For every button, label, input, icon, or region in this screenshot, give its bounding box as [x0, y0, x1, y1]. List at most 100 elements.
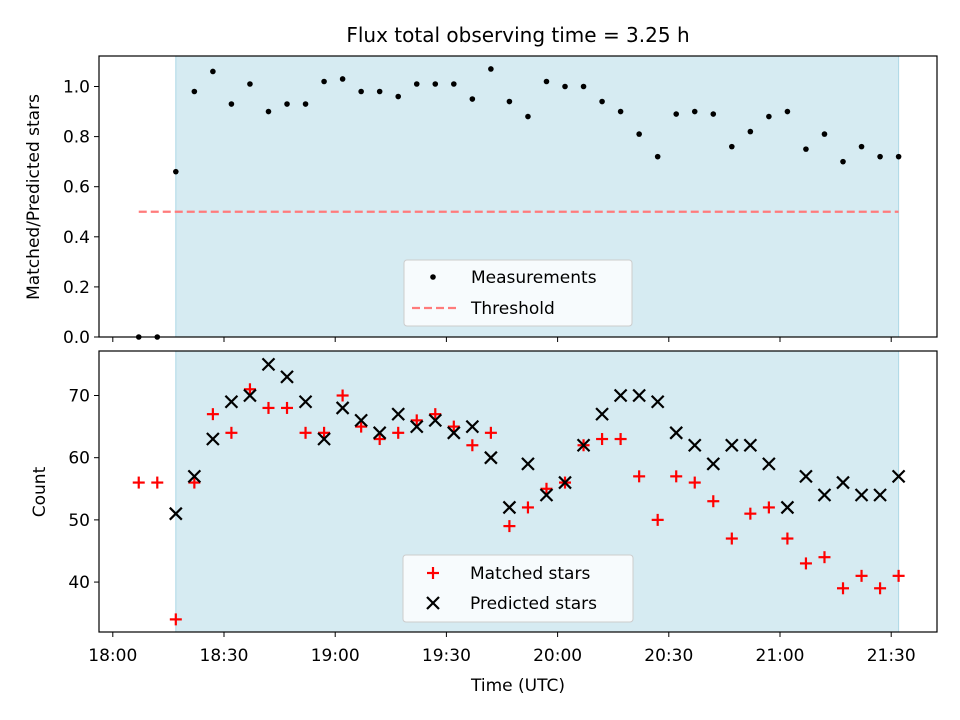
bottom-ytick-label: 60: [68, 449, 90, 469]
predicted-star-point: [502, 500, 517, 515]
top-ytick-label: 0.0: [63, 328, 90, 348]
matched-star-point: [132, 476, 145, 489]
predicted-star-point: [873, 488, 887, 502]
matched-star-point: [744, 507, 757, 520]
measurement-point: [451, 81, 457, 87]
matched-star-point: [299, 426, 312, 439]
measurement-point: [580, 83, 587, 90]
top-ylabel: Matched/Predicted stars: [24, 94, 44, 300]
bottom-xtick-label: 18:30: [200, 646, 249, 666]
matched-star-point: [206, 408, 219, 421]
matched-star-point: [707, 495, 720, 508]
measurement-point: [173, 168, 179, 175]
predicted-star-point: [539, 488, 554, 502]
top-ytick-label: 0.6: [63, 178, 90, 198]
bottom-xlabel: Time (UTC): [470, 676, 565, 696]
top-ytick-label: 0.8: [63, 128, 90, 148]
bottom-marks-layer: [132, 357, 906, 626]
measurement-point: [747, 128, 754, 135]
top-panel: 0.0 0.2 0.4 0.6 0.8 1.0 Flux total observing …: [24, 23, 938, 348]
predicted-star-point: [187, 469, 202, 484]
top-marks-layer: [135, 66, 902, 340]
measurement-point: [543, 78, 550, 85]
legend-threshold-label: Threshold: [470, 299, 555, 319]
measurement-point: [506, 98, 513, 105]
matched-star-point: [670, 470, 683, 483]
matched-star-point: [614, 433, 627, 446]
legend-predicted-label: Predicted stars: [470, 594, 597, 614]
predicted-star-point: [447, 426, 461, 440]
predicted-star-point: [799, 469, 813, 484]
matched-star-point: [596, 433, 609, 446]
measurement-point: [877, 153, 883, 160]
measurement-point: [191, 88, 198, 95]
predicted-star-point: [854, 488, 869, 502]
predicted-star-point: [280, 370, 294, 384]
matched-star-point: [151, 476, 164, 489]
measurement-point: [673, 111, 680, 117]
predicted-star-point: [650, 394, 665, 409]
matched-star-point: [336, 389, 349, 402]
legend-matched-label: Matched stars: [470, 564, 590, 584]
measurement-point: [302, 101, 309, 107]
bottom-xtick-label: 21:00: [756, 646, 805, 666]
predicted-star-point: [743, 438, 758, 453]
bottom-ytick-label: 40: [68, 573, 90, 593]
predicted-star-point: [298, 394, 313, 409]
measurement-point: [729, 143, 735, 150]
predicted-star-point: [317, 432, 331, 446]
matched-star-point: [355, 420, 368, 433]
predicted-star-point: [521, 457, 535, 471]
measurement-point: [562, 83, 568, 90]
predicted-star-point: [780, 500, 795, 515]
matched-star-point: [429, 408, 442, 421]
predicted-star-point: [391, 407, 405, 421]
bottom-xtick-label: 20:30: [644, 646, 693, 666]
predicted-star-point: [484, 450, 498, 465]
predicted-star-point: [224, 394, 239, 409]
matched-star-point: [373, 433, 386, 446]
legend-measurements-marker: [430, 274, 436, 280]
legend-matched-marker: [427, 567, 439, 579]
matched-star-point: [392, 426, 405, 439]
measurement-point: [858, 143, 865, 150]
predicted-star-point: [576, 438, 591, 453]
measurement-point: [617, 108, 624, 115]
measurement-point: [284, 101, 290, 107]
bottom-xtick-label: 21:30: [867, 646, 916, 666]
predicted-star-point: [409, 419, 424, 434]
bottom-xtick-label: 19:30: [422, 646, 471, 666]
matched-star-point: [688, 476, 701, 489]
measurement-point: [636, 131, 642, 137]
predicted-star-point: [261, 357, 276, 372]
matched-star-point: [762, 501, 775, 514]
predicted-star-point: [725, 438, 739, 453]
matched-star-point: [837, 582, 850, 595]
measurement-point: [654, 153, 661, 160]
legend-predicted-marker: [426, 596, 440, 610]
measurement-point: [376, 88, 383, 95]
matched-star-point: [262, 401, 275, 414]
matched-star-point: [225, 426, 238, 439]
predicted-star-point: [465, 419, 480, 434]
matched-star-point: [540, 482, 553, 495]
bottom-xtick-label: 20:00: [533, 646, 582, 666]
matched-star-point: [799, 557, 812, 570]
matched-star-point: [503, 520, 516, 533]
matched-star-point: [318, 426, 331, 439]
predicted-star-point: [335, 401, 350, 415]
measurement-point: [395, 93, 402, 100]
predicted-star-point: [613, 388, 628, 403]
predicted-star-point: [706, 457, 721, 471]
top-ytick-label: 0.2: [63, 278, 90, 298]
matched-star-point: [169, 613, 182, 626]
measurement-point: [358, 88, 364, 95]
matched-star-point: [466, 439, 479, 452]
matched-star-point: [633, 470, 646, 483]
matched-star-point: [781, 532, 794, 545]
measurement-point: [525, 113, 531, 120]
legend-measurements-label: Measurements: [471, 268, 597, 288]
top-ticks-layer: 0.0 0.2 0.4 0.6 0.8 1.0: [63, 78, 892, 348]
top-axes-frame: [98, 55, 938, 338]
measurement-point: [432, 81, 439, 87]
